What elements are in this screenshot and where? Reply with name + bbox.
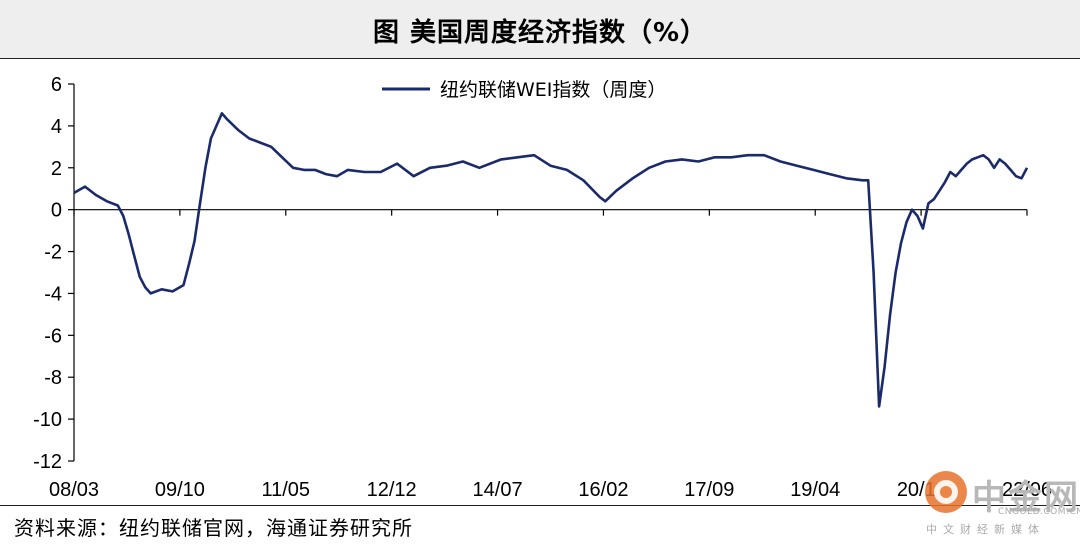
source-divider <box>0 505 1080 506</box>
x-tick-label-9: 22/06 <box>1002 479 1052 501</box>
watermark-subtext: CNGOLD.COM.CN <box>998 507 1080 517</box>
y-tick-label-2: 2 <box>51 158 62 180</box>
watermark-cn-text: 中文财经新媒体 <box>926 523 1045 536</box>
series-line-wei <box>73 111 1029 408</box>
x-tick-label-3: 12/12 <box>367 479 417 501</box>
y-tick-label-0: 6 <box>51 74 62 96</box>
title-bar <box>0 0 1080 59</box>
y-tick-label-9: -12 <box>33 451 62 473</box>
x-tick-label-1: 09/10 <box>155 479 205 501</box>
x-tick-label-5: 16/02 <box>578 479 628 501</box>
x-tick-label-4: 14/07 <box>473 479 523 501</box>
legend-label: 纽约联储WEI指数（周度） <box>440 79 666 101</box>
watermark-text: 中金网 <box>972 478 1080 518</box>
y-tick-label-6: -6 <box>44 325 62 347</box>
y-tick-label-4: -2 <box>44 242 62 264</box>
source-note: 资料来源：纽约联储官网，海通证券研究所 <box>14 516 413 540</box>
y-tick-label-8: -10 <box>33 409 62 431</box>
chart-title: 图 美国周度经济指数（%） <box>372 18 708 48</box>
x-tick-label-6: 17/09 <box>684 479 734 501</box>
x-tick-label-0: 08/03 <box>49 479 99 501</box>
x-tick-label-7: 19/04 <box>790 479 840 501</box>
x-tick-label-2: 11/05 <box>261 479 310 501</box>
chart-area: 6 4 2 0 -2 -4 -6 -8 -10 -12 08/03 09/10 11/05 12/12 14… <box>33 74 1052 501</box>
y-tick-label-7: -8 <box>44 367 62 389</box>
y-tick-label-5: -4 <box>44 283 62 305</box>
watermark-logo-icon <box>925 471 967 513</box>
y-tick-label-1: 4 <box>51 116 62 138</box>
y-tick-label-3: 0 <box>51 200 62 222</box>
